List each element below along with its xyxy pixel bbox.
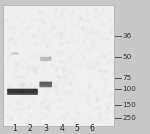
Text: 6: 6 (90, 124, 95, 133)
Text: 2: 2 (28, 124, 32, 133)
FancyBboxPatch shape (40, 86, 52, 87)
Text: 100: 100 (122, 86, 136, 92)
Bar (3, 5, 114, 126)
Text: 4: 4 (60, 124, 65, 133)
Text: 36: 36 (122, 33, 132, 38)
Text: 50: 50 (122, 54, 132, 60)
FancyBboxPatch shape (40, 57, 51, 61)
Text: 1: 1 (13, 124, 17, 133)
Text: 75: 75 (122, 75, 132, 81)
FancyBboxPatch shape (39, 82, 52, 87)
Text: 250: 250 (122, 115, 136, 121)
Text: 5: 5 (75, 124, 80, 133)
FancyBboxPatch shape (22, 89, 38, 95)
FancyBboxPatch shape (7, 93, 23, 95)
FancyBboxPatch shape (22, 93, 38, 95)
FancyBboxPatch shape (11, 52, 19, 55)
Text: 150: 150 (122, 102, 136, 107)
FancyBboxPatch shape (7, 89, 23, 95)
Text: 3: 3 (43, 124, 48, 133)
